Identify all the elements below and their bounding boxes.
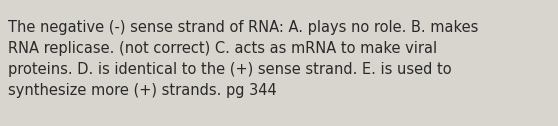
Text: The negative (-) sense strand of RNA: A. plays no role. B. makes
RNA replicase. : The negative (-) sense strand of RNA: A.…: [8, 20, 479, 98]
